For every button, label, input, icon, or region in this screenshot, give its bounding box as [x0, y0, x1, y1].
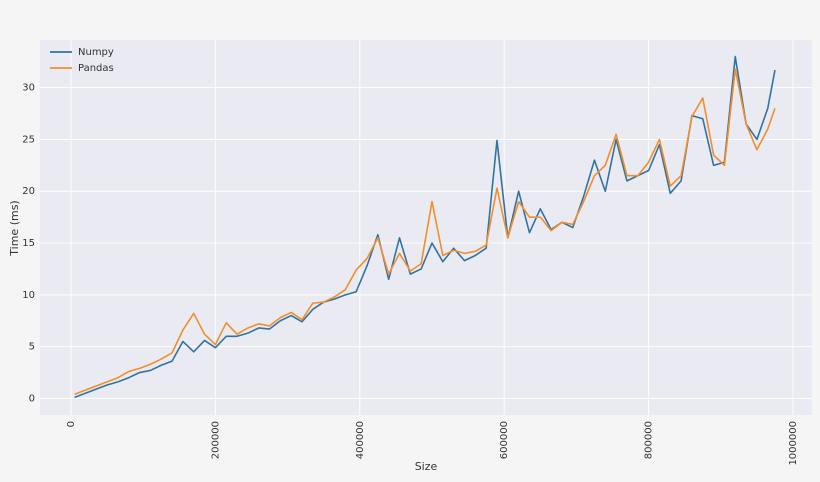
- x-tick-label: 200000: [210, 421, 221, 459]
- plot-area: [40, 40, 812, 415]
- y-tick-label: 10: [22, 290, 35, 301]
- y-tick-label: 5: [29, 342, 35, 353]
- x-tick-label: 600000: [499, 421, 510, 459]
- series-line: [74, 68, 776, 396]
- legend-label: Pandas: [78, 63, 114, 74]
- legend-label: Numpy: [78, 47, 114, 58]
- y-axis-label: Time (ms): [8, 200, 21, 256]
- x-tick-label: 400000: [355, 421, 366, 459]
- x-axis-label: Size: [415, 460, 438, 473]
- x-tick-label: 800000: [644, 421, 655, 459]
- y-tick-label: 20: [22, 186, 35, 197]
- x-tick-label: 1000000: [788, 421, 799, 466]
- x-tick-label: 0: [66, 421, 77, 427]
- y-tick-label: 30: [22, 83, 35, 94]
- y-tick-label: 0: [29, 393, 35, 404]
- y-tick-label: 15: [22, 238, 35, 249]
- y-tick-label: 25: [22, 134, 35, 145]
- series-line: [74, 55, 776, 399]
